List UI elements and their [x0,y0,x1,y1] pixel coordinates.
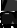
Legend: Au-GS, CB, GS, C$_{60}$: Au-GS, CB, GS, C$_{60}$ [0,13,4,28]
Point [12,7,13,8]
Legend: Au-GS, C$_{60}$, CB, GS: Au-GS, C$_{60}$, CB, GS [14,25,17,28]
Point [12,7,13,8]
Text: λ=730 nm: λ=730 nm [11,14,17,28]
Text: T$_L$= 63%: T$_L$= 63% [7,3,17,28]
Text: (a): (a) [15,0,17,10]
Point [13,7,14,8]
Point [5,7,6,8]
Point [5,6,6,7]
Text: λ = 532 nm: λ = 532 nm [7,1,17,27]
Point [13,5,14,6]
Text: (b): (b) [15,0,17,22]
Point [5,7,6,8]
Point [12,5,13,6]
Text: FIG. 2: FIG. 2 [0,11,17,28]
